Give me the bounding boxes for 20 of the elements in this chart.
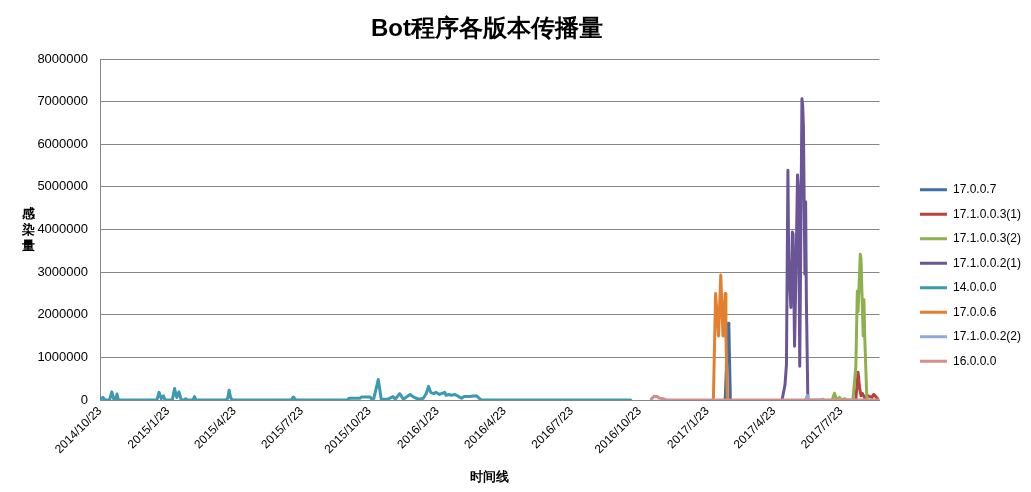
- legend-label: 17.1.0.0.3(1): [952, 206, 1021, 221]
- legend-label: 17.1.0.0.3(2): [952, 231, 1021, 246]
- legend-label: 17.1.0.0.2(2): [952, 329, 1021, 344]
- legend-label: 17.1.0.0.2(1): [952, 255, 1021, 270]
- y-tick-label: 5000000: [37, 178, 88, 194]
- y-axis-title: 感染量: [21, 205, 35, 254]
- y-tick-label: 0: [80, 391, 88, 407]
- y-tick-label: 7000000: [37, 93, 88, 109]
- y-tick-label: 3000000: [37, 263, 88, 279]
- legend-label: 16.0.0.0: [952, 353, 997, 368]
- x-axis-title: 时间线: [470, 468, 510, 484]
- y-tick-label: 4000000: [37, 221, 88, 237]
- legend-label: 17.0.0.6: [952, 304, 997, 319]
- y-tick-label: 1000000: [37, 348, 88, 364]
- y-tick-label: 6000000: [37, 135, 88, 151]
- legend-label: 17.0.0.7: [952, 182, 997, 197]
- chart-title: Bot程序各版本传播量: [370, 13, 604, 42]
- y-tick-label: 8000000: [37, 50, 88, 66]
- y-tick-label: 2000000: [37, 306, 88, 322]
- legend-label: 14.0.0.0: [952, 280, 997, 295]
